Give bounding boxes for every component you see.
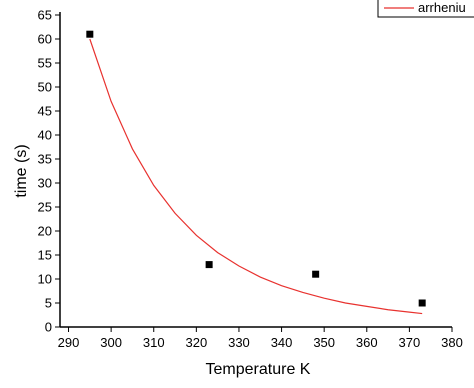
y-tick-label: 35 xyxy=(38,152,52,167)
x-tick-label: 350 xyxy=(313,335,335,350)
x-tick-label: 340 xyxy=(271,335,293,350)
y-tick-label: 30 xyxy=(38,176,52,191)
y-tick-label: 15 xyxy=(38,248,52,263)
x-tick-label: 330 xyxy=(228,335,250,350)
legend-box xyxy=(377,0,474,18)
data-point xyxy=(86,30,94,38)
y-tick-label: 10 xyxy=(38,272,52,287)
x-tick-label: 360 xyxy=(356,335,378,350)
fit-line xyxy=(89,38,423,315)
data-point xyxy=(418,299,426,307)
y-tick-label: 65 xyxy=(38,8,52,23)
y-tick-label: 50 xyxy=(38,80,52,95)
x-tick-label: 370 xyxy=(399,335,421,350)
y-tick-label: 5 xyxy=(45,296,52,311)
y-tick-label: 0 xyxy=(45,320,52,335)
data-point xyxy=(205,261,213,269)
y-tick-label: 40 xyxy=(38,128,52,143)
y-tick-label: 60 xyxy=(38,32,52,47)
x-axis-label: Temperature K xyxy=(206,361,311,378)
y-tick-label: 45 xyxy=(38,104,52,119)
x-tick-label: 380 xyxy=(441,335,463,350)
x-tick-label: 310 xyxy=(143,335,165,350)
data-point xyxy=(312,270,320,278)
y-axis-label: time (s) xyxy=(13,144,30,197)
y-tick-label: 20 xyxy=(38,224,52,239)
x-tick-label: 320 xyxy=(185,335,207,350)
x-tick-label: 300 xyxy=(100,335,122,350)
x-tick-label: 290 xyxy=(58,335,80,350)
y-tick-label: 25 xyxy=(38,200,52,215)
legend-label: arrheniu xyxy=(418,0,466,15)
y-tick-label: 55 xyxy=(38,56,52,71)
